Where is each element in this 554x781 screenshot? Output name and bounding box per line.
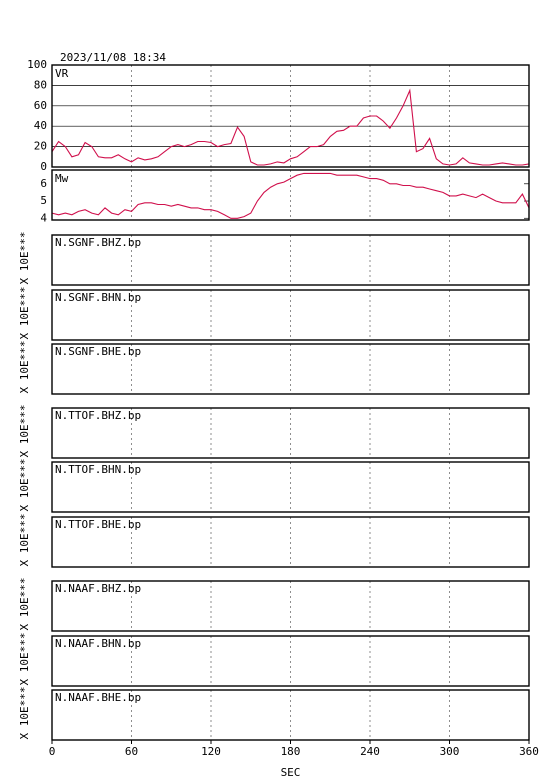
panel-title: N.NAAF.BHE.bp bbox=[55, 691, 141, 704]
y-tick-label: 80 bbox=[34, 78, 47, 91]
y-tick-label: 20 bbox=[34, 140, 47, 153]
panel-title: N.SGNF.BHE.bp bbox=[55, 345, 141, 358]
series-label: Mw bbox=[55, 172, 69, 185]
panel-frame bbox=[51, 407, 530, 459]
x-axis-label: SEC bbox=[281, 766, 301, 779]
panel-frame bbox=[51, 289, 530, 341]
panel-frame bbox=[51, 516, 530, 568]
x-tick-label: 0 bbox=[49, 745, 56, 758]
y-axis-label: X 10E*** bbox=[18, 287, 31, 340]
series-line bbox=[51, 88, 530, 166]
panel-frame bbox=[51, 635, 530, 687]
panel-title: N.TTOF.BHE.bp bbox=[55, 518, 141, 531]
panel-title: N.NAAF.BHZ.bp bbox=[55, 582, 141, 595]
x-tick-label: 60 bbox=[125, 745, 138, 758]
x-tick-label: 240 bbox=[360, 745, 380, 758]
x-tick-label: 300 bbox=[440, 745, 460, 758]
chart-title: 2023/11/08 18:34 bbox=[60, 51, 166, 64]
y-axis-label: X 10E*** bbox=[18, 633, 31, 686]
y-tick-label: 5 bbox=[40, 194, 47, 207]
panel-title: N.TTOF.BHZ.bp bbox=[55, 409, 141, 422]
x-tick-label: 180 bbox=[281, 745, 301, 758]
x-tick-label: 360 bbox=[519, 745, 539, 758]
series-label: VR bbox=[55, 67, 69, 80]
y-axis-label: X 10E*** bbox=[18, 687, 31, 740]
y-tick-label: 100 bbox=[27, 58, 47, 71]
panel-title: N.NAAF.BHN.bp bbox=[55, 637, 141, 650]
y-axis-label: X 10E*** bbox=[18, 341, 31, 394]
y-axis-label: X 10E*** bbox=[18, 514, 31, 567]
y-axis-label: X 10E*** bbox=[18, 232, 31, 285]
panel-title: N.SGNF.BHZ.bp bbox=[55, 236, 141, 249]
x-tick-label: 120 bbox=[201, 745, 221, 758]
panel-frame bbox=[51, 169, 530, 221]
y-tick-label: 60 bbox=[34, 99, 47, 112]
y-tick-label: 4 bbox=[40, 211, 47, 224]
y-tick-label: 40 bbox=[34, 119, 47, 132]
y-axis-label: X 10E*** bbox=[18, 405, 31, 458]
panel-frame bbox=[51, 461, 530, 513]
panel-frame bbox=[51, 343, 530, 395]
y-tick-label: 6 bbox=[40, 177, 47, 190]
series-line bbox=[51, 172, 530, 219]
panel-frame bbox=[51, 580, 530, 632]
panel-frame bbox=[51, 234, 530, 286]
y-axis-label: X 10E*** bbox=[18, 578, 31, 631]
panel-title: N.TTOF.BHN.bp bbox=[55, 463, 141, 476]
panel-title: N.SGNF.BHN.bp bbox=[55, 291, 141, 304]
panel-frame bbox=[51, 64, 530, 168]
y-axis-label: X 10E*** bbox=[18, 459, 31, 512]
y-tick-label: 0 bbox=[40, 160, 47, 173]
